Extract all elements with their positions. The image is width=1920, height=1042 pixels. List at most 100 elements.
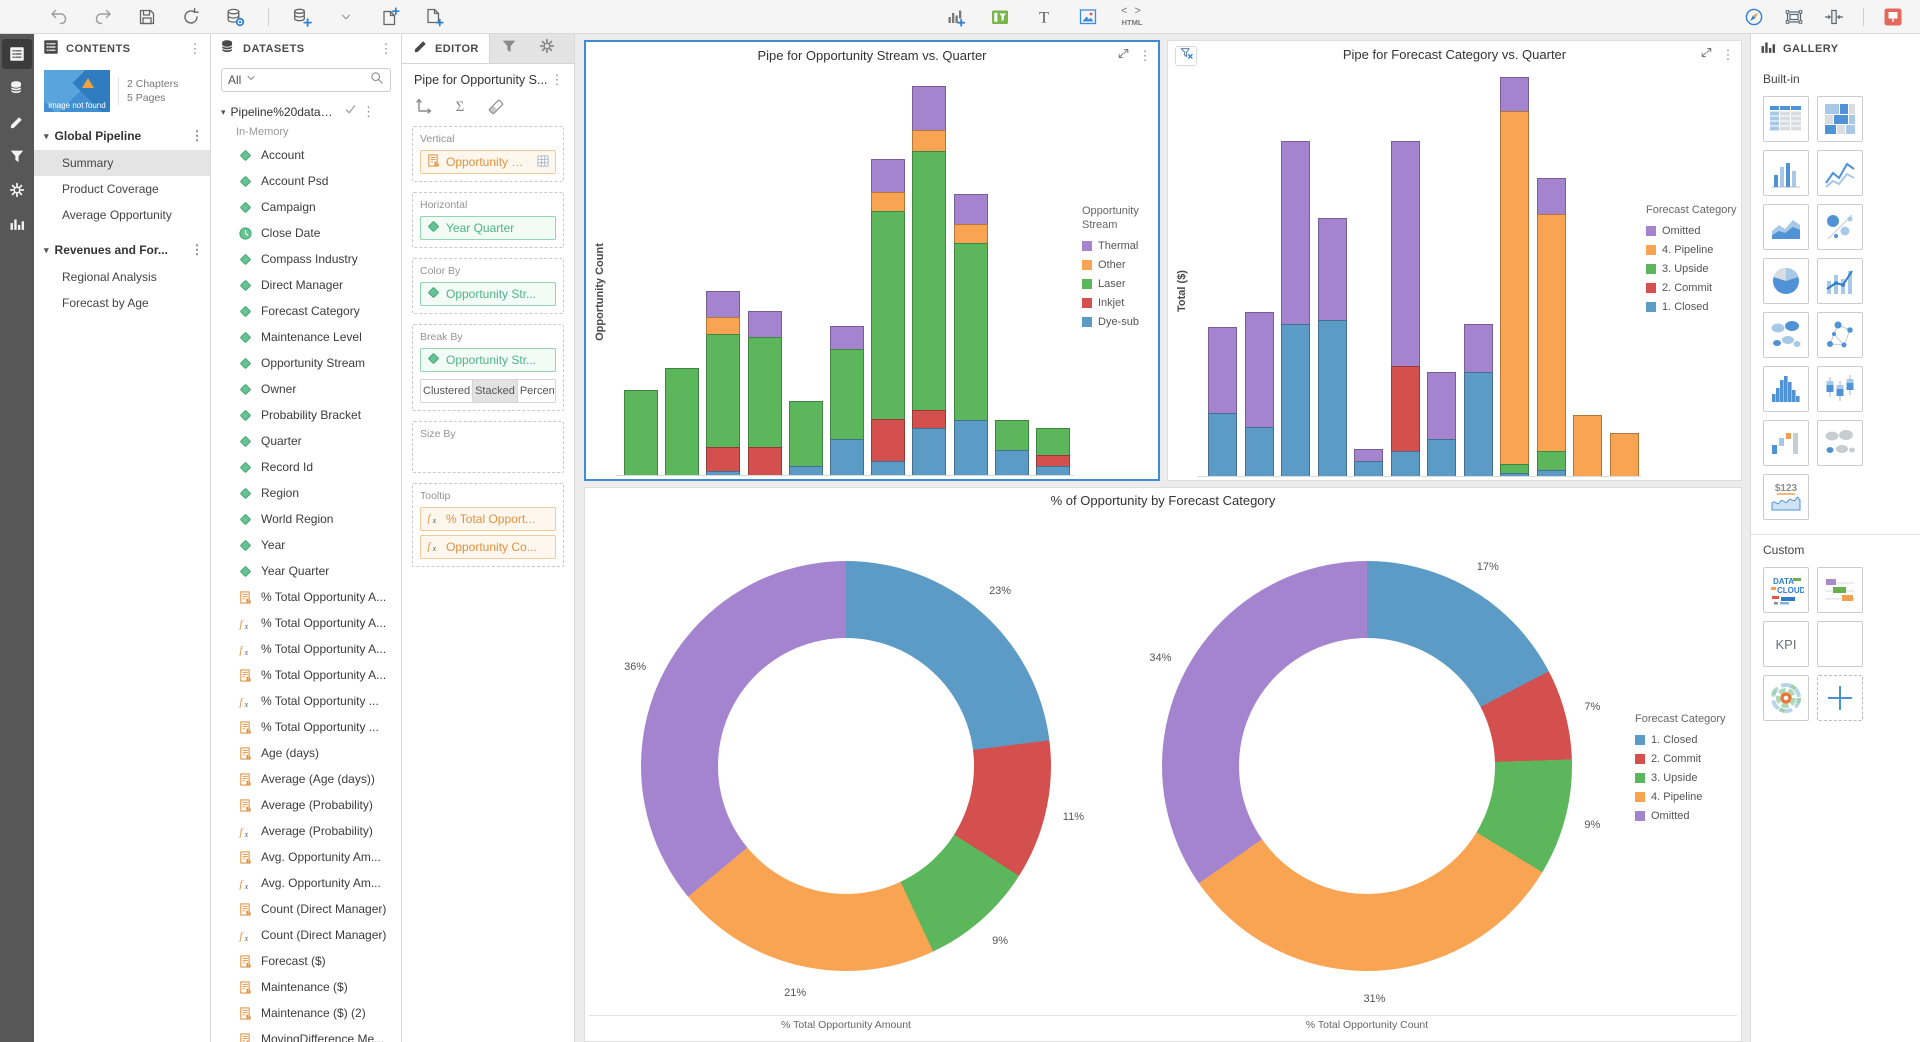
rail-item-visualizations[interactable] — [2, 209, 32, 239]
field-chip[interactable]: f x % Total Opport... — [420, 507, 556, 531]
legend-item[interactable]: 1. Closed — [1646, 301, 1741, 313]
stacked-bar[interactable] — [1244, 311, 1274, 477]
gallery-item-data-cloud[interactable]: DATA CLOUD — [1763, 567, 1809, 613]
bar-segment-thermal[interactable] — [830, 325, 864, 349]
page-item[interactable]: Summary — [34, 150, 210, 176]
dataset-field[interactable]: World Region — [211, 506, 401, 532]
stacked-bar[interactable] — [1036, 428, 1070, 476]
bar-segment-omitted[interactable] — [1244, 311, 1274, 428]
gallery-item-geospatial[interactable] — [1763, 312, 1809, 358]
dataset-search-bar[interactable]: All — [221, 68, 391, 92]
legend-item[interactable]: Laser — [1082, 278, 1156, 290]
bar-segment-dye-sub[interactable] — [706, 471, 741, 476]
bar-segment-inkjet[interactable] — [912, 410, 947, 429]
bar-segment-3-upside[interactable] — [1536, 451, 1566, 470]
presentation-button[interactable] — [1882, 6, 1904, 28]
bar-segment-3-upside[interactable] — [1500, 463, 1529, 474]
bar-segment-omitted[interactable] — [1427, 372, 1456, 440]
bar-segment-omitted[interactable] — [1317, 218, 1347, 321]
bar-segment-laser[interactable] — [953, 242, 988, 420]
visualization-menu-icon[interactable]: ⋮ — [550, 72, 564, 87]
bar-segment-2-commit[interactable] — [1390, 366, 1420, 452]
bar-segment-1-closed[interactable] — [1354, 461, 1383, 477]
stacked-bar[interactable] — [1427, 372, 1456, 477]
rail-item-contents[interactable] — [2, 39, 32, 69]
bar-segment-laser[interactable] — [994, 419, 1029, 451]
maximize-icon[interactable] — [1117, 47, 1130, 65]
viz-opportunity-donuts[interactable]: % of Opportunity by Forecast Category Fo… — [584, 487, 1742, 1042]
chapter-menu-icon[interactable]: ⋮ — [190, 128, 204, 143]
new-page-button[interactable] — [423, 6, 445, 28]
legend-item[interactable]: Other — [1082, 259, 1156, 271]
gallery-item-map[interactable] — [1817, 420, 1863, 466]
bar-segment-omitted[interactable] — [1536, 177, 1566, 215]
viz-forecast-category-chart[interactable]: Pipe for Forecast Category vs. Quarter ⋮… — [1167, 40, 1742, 481]
stacked-bar[interactable] — [953, 193, 988, 476]
dataset-menu-icon[interactable]: ⋮ — [362, 104, 376, 119]
bar-segment-4-pipeline[interactable] — [1500, 111, 1529, 464]
stacked-bar[interactable] — [1500, 77, 1529, 477]
gallery-item-pie[interactable] — [1763, 258, 1809, 304]
fit-page-button[interactable] — [1823, 6, 1845, 28]
stacked-bar[interactable] — [1281, 141, 1310, 477]
field-chip[interactable]: Opportunity Str... — [420, 282, 556, 306]
drop-zone-size-by[interactable]: Size By — [412, 421, 564, 473]
gallery-item-heatmap[interactable] — [1817, 96, 1863, 142]
gallery-item-waterfall[interactable] — [1763, 420, 1809, 466]
bar-segment-laser[interactable] — [706, 334, 741, 447]
stacked-bar[interactable] — [1463, 323, 1493, 477]
bar-segment-dye-sub[interactable] — [1036, 466, 1070, 476]
bar-segment-laser[interactable] — [747, 336, 782, 447]
dataset-field[interactable]: Probability Bracket — [211, 402, 401, 428]
stacked-bar[interactable] — [788, 401, 823, 476]
eraser-icon[interactable] — [486, 96, 506, 116]
field-chip[interactable]: f x Opportunity Co... — [420, 535, 556, 559]
legend-item[interactable]: Dye-sub — [1082, 316, 1156, 328]
dataset-field[interactable]: f x % Total Opportunity ... — [211, 688, 401, 714]
dataset-field[interactable]: Close Date — [211, 220, 401, 246]
dataset-field[interactable]: Maintenance ($) (2) — [211, 1000, 401, 1026]
datasets-menu-icon[interactable]: ⋮ — [379, 41, 393, 56]
dataset-field[interactable]: f x % Total Opportunity A... — [211, 610, 401, 636]
dataset-field[interactable]: Record Id — [211, 454, 401, 480]
rail-item-format[interactable] — [2, 107, 32, 137]
stacked-bar[interactable] — [1317, 218, 1347, 477]
bar-segment-1-closed[interactable] — [1317, 320, 1347, 477]
bar-segment-1-closed[interactable] — [1390, 451, 1420, 477]
grid-icon[interactable] — [536, 154, 550, 171]
mode-stacked[interactable]: Stacked — [473, 380, 518, 402]
stacked-bar[interactable] — [1208, 327, 1237, 477]
legend-item[interactable]: Inkjet — [1082, 297, 1156, 309]
legend-item[interactable]: 3. Upside — [1646, 263, 1741, 275]
dataset-field[interactable]: Direct Manager — [211, 272, 401, 298]
dataset-field[interactable]: Average (Age (days)) — [211, 766, 401, 792]
dataset-field[interactable]: Count (Direct Manager) — [211, 896, 401, 922]
new-chapter-button[interactable] — [379, 6, 401, 28]
stacked-bar[interactable] — [1536, 177, 1566, 477]
dataset-field[interactable]: Opportunity Stream — [211, 350, 401, 376]
bar-segment-inkjet[interactable] — [706, 446, 741, 472]
gallery-item-bubble[interactable] — [1817, 204, 1863, 250]
legend-item[interactable]: 2. Commit — [1635, 753, 1735, 765]
page-item[interactable]: Regional Analysis — [62, 270, 157, 284]
gallery-item-combo[interactable] — [1817, 258, 1863, 304]
gallery-item-grid[interactable] — [1763, 96, 1809, 142]
stacked-bar[interactable] — [1573, 415, 1602, 477]
dataset-field[interactable]: Quarter — [211, 428, 401, 454]
dataset-field[interactable]: Year — [211, 532, 401, 558]
stacked-bar[interactable] — [994, 419, 1029, 476]
stacked-bar[interactable] — [706, 291, 741, 476]
dataset-field[interactable]: Account Psd — [211, 168, 401, 194]
dataset-field[interactable]: Account — [211, 142, 401, 168]
gallery-item-add-custom[interactable] — [1817, 675, 1863, 721]
field-chip[interactable]: Opportunity Str... — [420, 348, 556, 372]
explore-button[interactable] — [1743, 6, 1765, 28]
database-status-button[interactable] — [224, 6, 246, 28]
drop-zone-horizontal[interactable]: Horizontal Year Quarter — [412, 192, 564, 248]
bar-segment-dye-sub[interactable] — [830, 439, 864, 476]
bar-segment-omitted[interactable] — [1281, 141, 1310, 324]
dataset-field[interactable]: % Total Opportunity A... — [211, 662, 401, 688]
rail-item-filter[interactable] — [2, 141, 32, 171]
donut-chart-0[interactable] — [641, 561, 1051, 971]
legend-item[interactable]: 4. Pipeline — [1646, 244, 1741, 256]
